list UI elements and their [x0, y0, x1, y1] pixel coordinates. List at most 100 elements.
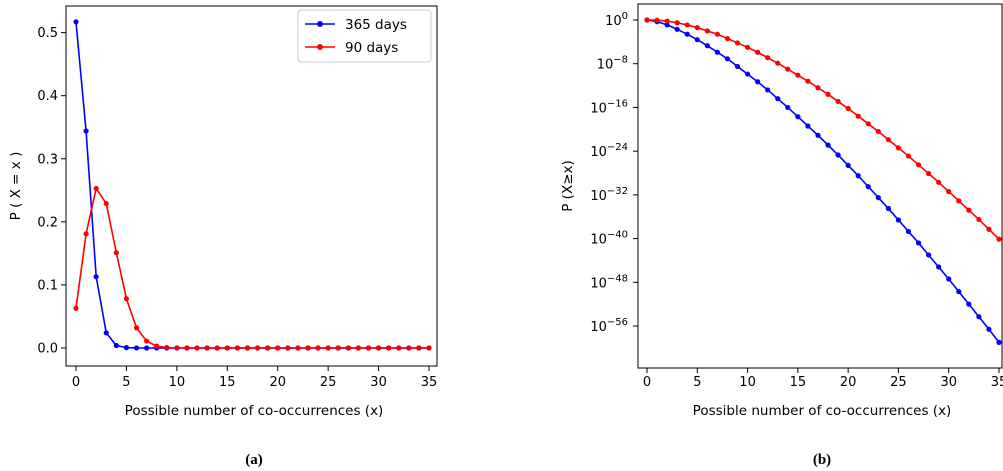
data-point-a-1: [73, 306, 78, 311]
data-point-a-1: [235, 345, 240, 350]
data-point-a-1: [305, 345, 310, 350]
data-point-b-1: [896, 145, 901, 150]
x-tick-label-a: 0: [72, 375, 80, 390]
data-point-a-0: [124, 345, 129, 350]
data-point-a-1: [94, 186, 99, 191]
x-tick-label-a: 25: [320, 375, 337, 390]
data-point-b-1: [936, 180, 941, 185]
y-tick-label-a: 0.4: [37, 89, 58, 104]
data-point-a-0: [114, 343, 119, 348]
data-point-b-1: [745, 45, 750, 50]
data-point-a-1: [326, 345, 331, 350]
data-point-b-1: [675, 20, 680, 25]
x-tick-label-b: 35: [991, 375, 1003, 390]
data-point-a-1: [255, 345, 260, 350]
data-point-b-1: [835, 99, 840, 104]
data-point-b-0: [906, 229, 911, 234]
data-point-b-1: [906, 153, 911, 158]
x-tick-label-a: 20: [269, 375, 286, 390]
data-point-b-1: [815, 85, 820, 90]
data-point-a-1: [194, 345, 199, 350]
data-point-a-1: [386, 345, 391, 350]
data-point-b-0: [876, 195, 881, 200]
data-point-a-0: [104, 330, 109, 335]
data-point-b-0: [946, 276, 951, 281]
data-point-a-1: [205, 345, 210, 350]
data-point-b-1: [725, 36, 730, 41]
x-tick-label-a: 35: [421, 375, 438, 390]
x-tick-label-b: 15: [790, 375, 807, 390]
data-point-a-1: [295, 345, 300, 350]
plot-frame-b: [638, 4, 1002, 368]
x-tick-label-a: 30: [370, 375, 387, 390]
panel-a: 0 5 10 15 20 25 30 35 0.0 0.1 0.2 0.3 0.4 0.5 Possib…: [8, 6, 437, 468]
data-point-b-0: [956, 289, 961, 294]
data-point-a-1: [356, 345, 361, 350]
y-tick-label-b: 10−40: [590, 230, 628, 248]
legend-marker-365: [317, 21, 323, 27]
data-point-b-1: [926, 171, 931, 176]
data-point-b-1: [775, 61, 780, 66]
data-point-a-1: [416, 345, 421, 350]
data-point-a-0: [94, 274, 99, 279]
data-point-a-1: [366, 345, 371, 350]
x-axis-label-a: Possible number of co-occurrences (x): [125, 403, 384, 419]
data-point-b-1: [825, 92, 830, 97]
data-point-b-0: [835, 152, 840, 157]
series-line-b-0: [647, 20, 999, 342]
caption-a: (a): [245, 452, 263, 468]
data-point-b-1: [966, 208, 971, 213]
data-point-b-0: [825, 143, 830, 148]
data-point-a-1: [336, 345, 341, 350]
data-point-b-1: [876, 129, 881, 134]
y-tick-label-b: 10−48: [590, 273, 628, 291]
data-point-b-0: [986, 327, 991, 332]
data-point-b-1: [916, 162, 921, 167]
series-line-a-1: [76, 188, 429, 348]
data-point-a-1: [346, 345, 351, 350]
data-point-a-1: [315, 345, 320, 350]
data-point-b-1: [755, 50, 760, 55]
data-point-a-1: [184, 345, 189, 350]
data-point-b-0: [896, 217, 901, 222]
data-point-b-1: [805, 79, 810, 84]
data-point-b-0: [755, 79, 760, 84]
x-tick-label-b: 20: [840, 375, 857, 390]
data-point-b-1: [795, 73, 800, 78]
panel-b: 0 5 10 15 20 25 30 35 100 10−8 10−16 10−24 10−32 10−…: [560, 4, 1003, 468]
data-point-b-0: [745, 71, 750, 76]
data-point-a-1: [83, 231, 88, 236]
data-point-a-0: [144, 345, 149, 350]
data-point-b-1: [856, 114, 861, 119]
data-point-b-0: [996, 340, 1001, 345]
data-point-a-1: [154, 344, 159, 349]
legend-marker-90: [317, 44, 323, 50]
y-tick-label-b: 10−16: [590, 98, 628, 116]
y-tick-label-b: 10−24: [590, 142, 628, 160]
data-point-a-1: [164, 345, 169, 350]
data-point-b-0: [805, 123, 810, 128]
data-point-a-1: [174, 345, 179, 350]
y-axis-b: 100 10−8 10−16 10−24 10−32 10−40 10−48 10−56: [590, 11, 638, 335]
data-point-b-1: [765, 55, 770, 60]
data-point-b-1: [735, 40, 740, 45]
data-point-a-1: [285, 345, 290, 350]
data-point-a-0: [134, 345, 139, 350]
data-point-b-1: [886, 137, 891, 142]
data-point-b-1: [644, 17, 649, 22]
data-point-a-1: [134, 325, 139, 330]
data-point-b-0: [886, 206, 891, 211]
data-point-b-0: [966, 302, 971, 307]
y-tick-label-a: 0.1: [37, 278, 58, 293]
data-point-a-1: [124, 296, 129, 301]
data-point-b-0: [815, 133, 820, 138]
data-point-a-1: [245, 345, 250, 350]
x-axis-b: 05101520253035: [643, 368, 1003, 390]
y-axis-a: 0.00.10.20.30.40.5: [37, 26, 66, 356]
data-point-b-1: [785, 67, 790, 72]
data-point-b-1: [946, 189, 951, 194]
y-tick-label-b: 10−8: [597, 55, 628, 73]
y-axis-label-b: P (X≥x): [560, 160, 576, 212]
data-point-b-1: [654, 18, 659, 23]
data-point-b-0: [695, 37, 700, 42]
